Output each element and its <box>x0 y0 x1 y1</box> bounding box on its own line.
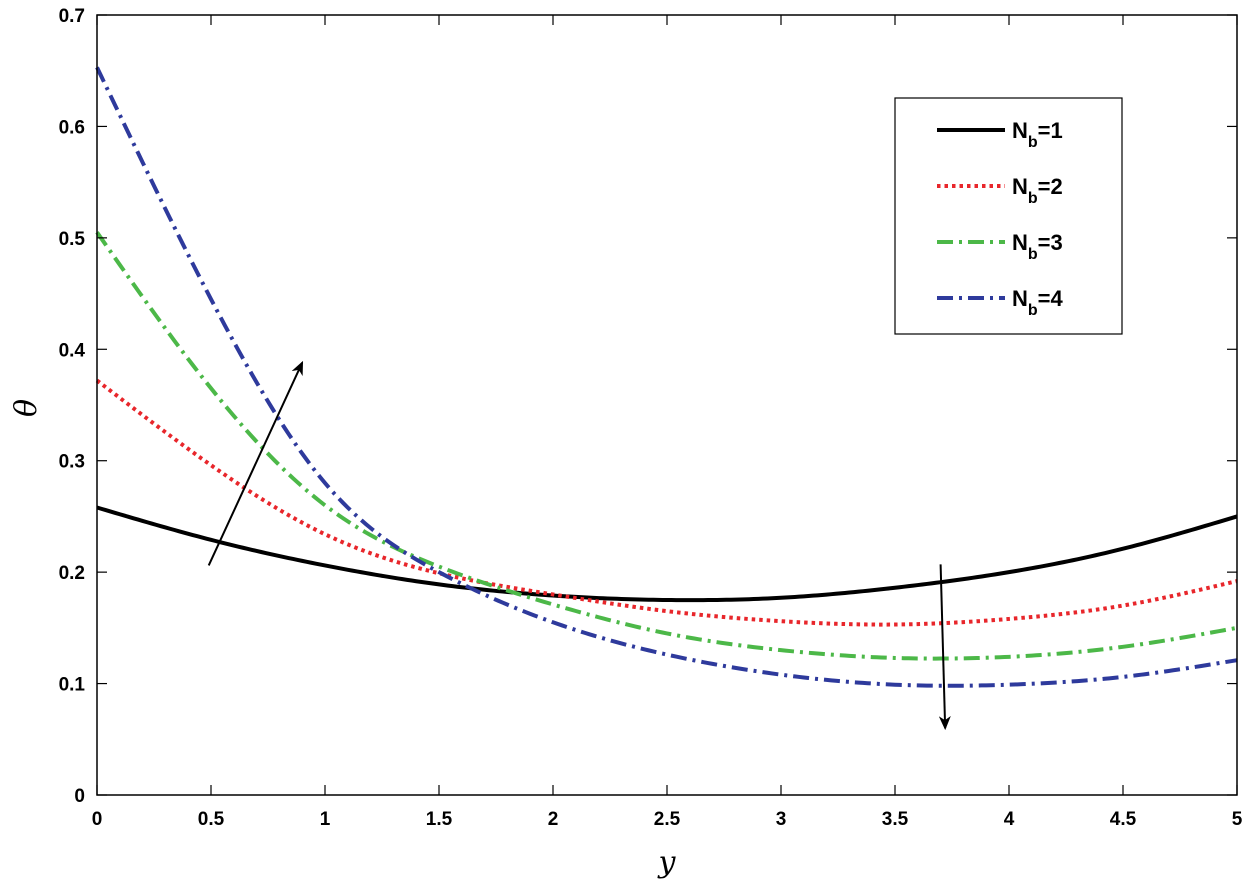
x-tick-label: 3.5 <box>882 809 909 830</box>
trend-arrow-1 <box>207 360 304 566</box>
legend-label-3: Nb=3 <box>1012 230 1063 263</box>
y-tick-label: 0.6 <box>59 117 85 138</box>
trend-arrow-2 <box>938 564 951 731</box>
y-tick-label: 0.2 <box>59 563 85 584</box>
y-tick-label: 0.5 <box>59 229 86 250</box>
y-tick-label: 0 <box>74 786 85 807</box>
x-tick-label: 0 <box>92 809 103 830</box>
x-tick-label: 2 <box>548 809 559 830</box>
series-line-4 <box>95 66 1238 688</box>
legend: Nb=1 Nb=2 Nb=3 Nb=4 <box>894 97 1123 335</box>
x-tick-label: 4 <box>1004 809 1015 830</box>
y-tick-label: 0.3 <box>59 452 85 473</box>
series-line-3 <box>95 231 1238 661</box>
y-axis-title: θ <box>9 399 44 417</box>
legend-label-1: Nb=1 <box>1012 118 1063 151</box>
x-tick-label: 2.5 <box>654 809 681 830</box>
series-layer <box>95 66 1238 688</box>
legend-label-4: Nb=4 <box>1012 286 1064 319</box>
x-tick-label: 3 <box>776 809 787 830</box>
legend-label-2: Nb=2 <box>1012 174 1063 207</box>
legend-box <box>894 97 1123 335</box>
x-tick-label: 1 <box>320 809 331 830</box>
x-axis-title: y <box>657 845 677 880</box>
x-tick-label: 4.5 <box>1110 809 1137 830</box>
series-line-2 <box>95 378 1238 627</box>
axes-layer: 0 0.5 1 1.5 2 2.5 3 3.5 4 4.5 5 0 0.1 0.2 0.3 0.4 0.5 0.6… <box>59 6 1243 830</box>
x-tick-label: 1.5 <box>426 809 453 830</box>
annotation-layer <box>207 360 951 731</box>
x-tick-label: 5 <box>1232 809 1243 830</box>
series-line-1 <box>96 505 1238 603</box>
x-tick-label: 0.5 <box>198 809 225 830</box>
y-tick-label: 0.7 <box>59 6 85 27</box>
y-tick-label: 0.1 <box>59 675 86 696</box>
y-tick-label: 0.4 <box>59 340 86 361</box>
